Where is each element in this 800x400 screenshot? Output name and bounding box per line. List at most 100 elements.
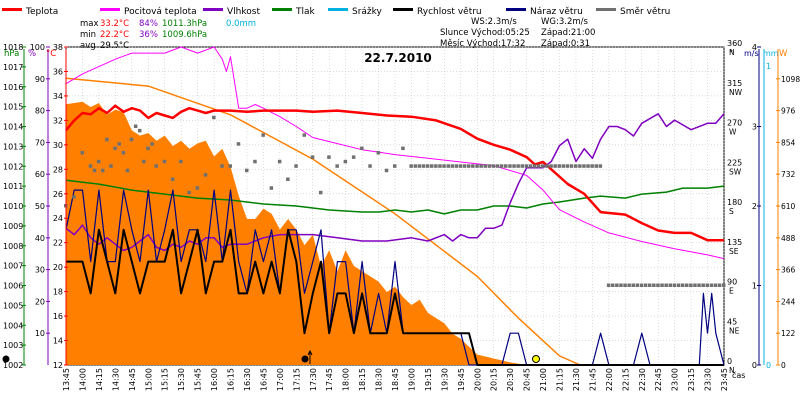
x-tick-label: 14:30 <box>111 368 120 391</box>
temp-axis-unit: °C <box>46 49 56 59</box>
temp-tick-label: 22 <box>53 239 63 248</box>
wind-direction-point <box>524 164 529 168</box>
solar-tick-label: 0 <box>781 361 786 370</box>
x-tick-label: 17:00 <box>276 368 285 391</box>
wind-direction-point <box>150 142 154 146</box>
x-tick-label: 15:45 <box>194 368 203 391</box>
dir-tick-compass: SW <box>729 167 742 176</box>
wind-direction-point <box>685 283 689 287</box>
hum-tick-label: 60 <box>35 170 45 179</box>
wind-direction-point <box>195 186 200 190</box>
wind-direction-point <box>142 159 146 164</box>
dir-tick-value: 0 <box>727 357 732 366</box>
wind-direction-point <box>92 168 97 173</box>
x-tick-label: 15:15 <box>161 368 170 391</box>
x-tick-label: 21:45 <box>588 368 597 391</box>
x-tick-label: 22:00 <box>605 368 614 391</box>
wind-direction-point <box>717 283 722 287</box>
stat-avg-label: avg <box>80 41 96 51</box>
legend: Teplota Pocitová teplota Vlhkost Tlak Sr… <box>2 7 670 17</box>
wind-direction-point <box>417 164 422 168</box>
temp-tick-label: 24 <box>53 214 63 223</box>
press-tick-label: 1010 <box>3 202 23 211</box>
x-tick-label: 23:00 <box>671 368 680 391</box>
wind-direction-point <box>401 146 405 151</box>
temp-tick-label: 26 <box>53 190 63 199</box>
x-tick-label: 23:15 <box>687 368 696 391</box>
rain-axis-unit: mm <box>763 49 779 58</box>
wind-direction-point <box>693 283 697 287</box>
legend-swatch-teplota <box>2 8 22 11</box>
dir-tick-value: 270 <box>727 119 742 128</box>
x-tick-label: 20:30 <box>506 368 515 391</box>
wind-direction-point <box>117 142 121 146</box>
series-line-rychlost-větru <box>66 228 724 366</box>
wind-direction-point <box>154 164 158 168</box>
solar-tick-label: 610 <box>781 202 796 211</box>
x-tick-label: 13:45 <box>62 368 71 391</box>
wind-direction-point <box>627 283 631 287</box>
info-wg: WG:3.2m/s <box>541 17 589 27</box>
solar-tick-label: 122 <box>781 329 796 338</box>
wind-direction-point <box>479 164 483 168</box>
x-tick-label: 19:45 <box>457 368 466 391</box>
stat-max-temp: 33.2°C <box>100 19 129 29</box>
series-line-vlhkost <box>65 113 725 252</box>
wind-direction-point <box>384 168 389 173</box>
wind-direction-point <box>138 128 142 133</box>
rain-tick-label: 0 <box>766 361 771 370</box>
wind-direction-point <box>648 283 652 287</box>
hum-tick-label: 100 <box>30 43 45 52</box>
hum-tick-label: 10 <box>35 329 45 338</box>
hum-tick-label: 80 <box>35 107 45 116</box>
temp-tick-label: 32 <box>53 116 63 125</box>
dir-tick-compass: N <box>729 366 735 375</box>
wind-direction-point <box>88 164 93 168</box>
rain-tick-label: 1 <box>766 62 771 71</box>
solar-tick-label: 976 <box>781 107 796 116</box>
x-tick-label: 22:45 <box>654 368 663 391</box>
wind-direction-point <box>446 164 450 168</box>
moon-left-marker-icon <box>2 355 10 363</box>
wind-direction-point <box>454 164 459 168</box>
stat-max-hum: 84% <box>139 19 158 29</box>
x-tick-label: 14:45 <box>128 368 137 391</box>
legend-label-pocitova: Pocitová teplota <box>124 7 197 17</box>
dir-tick-value: 45 <box>727 317 737 326</box>
wind-direction-point <box>660 283 664 287</box>
dir-tick-value: 360 <box>727 39 742 48</box>
wind-direction-point <box>467 164 471 168</box>
wind-direction-point <box>319 190 323 195</box>
wind-direction-point <box>146 146 150 151</box>
wind-direction-point <box>101 168 105 173</box>
wind-direction-point <box>393 164 397 168</box>
x-axis: 13:45 14:00 14:15 14:30 14:45 15:00 15:15 15:30… <box>62 368 745 391</box>
wind-direction-point <box>129 137 134 142</box>
dir-tick-value: 315 <box>727 79 742 88</box>
stat-min-label: min <box>80 30 96 40</box>
dir-tick-compass: NE <box>729 326 740 335</box>
hum-axis-unit: % <box>28 49 36 59</box>
wind-direction-point <box>697 283 701 287</box>
wind-direction-point <box>125 168 130 173</box>
hum-tick-label: 70 <box>35 138 45 147</box>
press-tick-label: 1015 <box>3 103 23 112</box>
wind-direction-point <box>376 151 381 155</box>
legend-swatch-srazky <box>328 8 348 11</box>
stat-avg-temp: 29.5°C <box>100 41 129 51</box>
wind-direction-point <box>434 164 438 168</box>
wind-direction-point <box>360 146 364 151</box>
wind-direction-point <box>495 164 500 168</box>
dir-tick-compass: N <box>729 48 735 57</box>
x-tick-label: 16:15 <box>227 368 236 391</box>
wind-direction-point <box>672 283 677 287</box>
wind-direction-point <box>528 164 533 168</box>
wind-direction-point <box>606 283 611 287</box>
info-sun-set: Západ:21:00 <box>541 28 595 38</box>
x-tick-label: 18:30 <box>375 368 384 391</box>
wind-direction-point <box>549 164 553 168</box>
wind-direction-point <box>203 173 208 177</box>
solar-max-curve <box>65 77 581 366</box>
x-tick-label: 19:15 <box>424 368 433 391</box>
